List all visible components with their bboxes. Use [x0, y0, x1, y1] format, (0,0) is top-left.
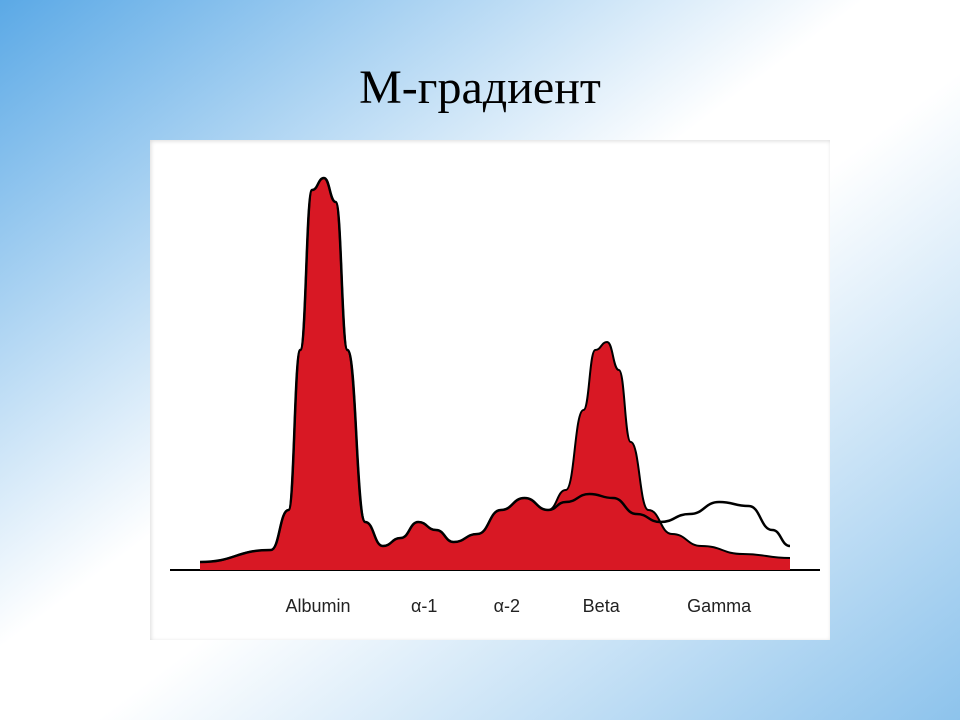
- x-axis-labels: Albumin α-1 α-2 Beta Gamma: [200, 596, 790, 622]
- x-label: Gamma: [687, 596, 751, 617]
- abnormal-outline: [200, 178, 790, 562]
- x-label: Beta: [583, 596, 620, 617]
- normal-curve: [200, 178, 790, 562]
- slide: М-градиент Albumin α-1 α-2 Beta Gamma: [0, 0, 960, 720]
- slide-title: М-градиент: [0, 60, 960, 115]
- electrophoresis-chart: Albumin α-1 α-2 Beta Gamma: [150, 140, 830, 640]
- chart-svg: [150, 140, 830, 640]
- x-label: α-2: [494, 596, 520, 617]
- x-label: Albumin: [285, 596, 350, 617]
- x-label: α-1: [411, 596, 437, 617]
